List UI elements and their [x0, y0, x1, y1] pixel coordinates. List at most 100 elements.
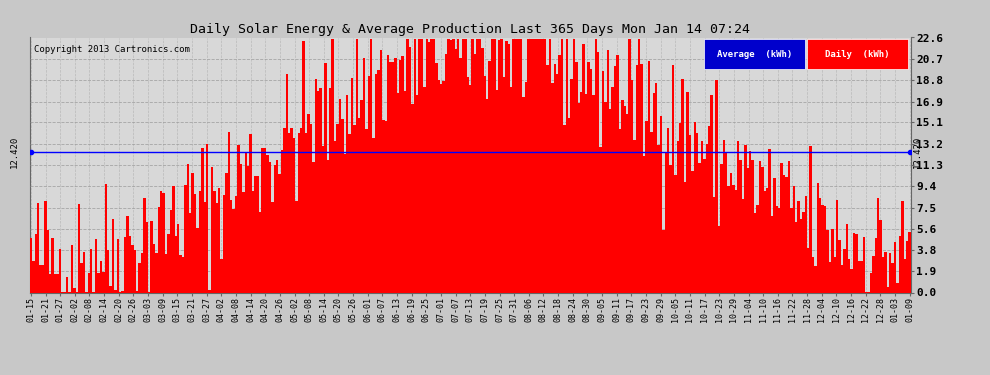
Bar	[619, 129, 621, 292]
Bar	[542, 39, 544, 292]
Bar	[631, 80, 634, 292]
Bar	[746, 168, 749, 292]
Bar	[909, 232, 911, 292]
Bar	[763, 191, 766, 292]
Bar	[191, 173, 194, 292]
Bar	[404, 91, 406, 292]
Bar	[268, 162, 271, 292]
Bar	[768, 149, 771, 292]
Bar	[839, 240, 841, 292]
Bar	[112, 219, 114, 292]
Bar	[300, 128, 303, 292]
Bar	[172, 186, 174, 292]
Bar	[194, 194, 196, 292]
Bar	[285, 74, 288, 292]
Bar	[848, 259, 850, 292]
Bar	[590, 69, 592, 292]
Bar	[701, 141, 703, 292]
Bar	[740, 160, 742, 292]
Bar	[53, 274, 56, 292]
Bar	[500, 39, 503, 292]
Bar	[582, 44, 585, 292]
Bar	[655, 83, 657, 292]
Bar	[812, 257, 814, 292]
Bar	[599, 147, 602, 292]
Bar	[327, 160, 329, 292]
Bar	[493, 39, 496, 292]
Bar	[320, 88, 322, 292]
Bar	[607, 50, 609, 292]
Bar	[251, 191, 254, 292]
Bar	[310, 124, 312, 292]
Bar	[872, 256, 874, 292]
Bar	[208, 290, 211, 292]
Bar	[421, 39, 423, 292]
Bar	[433, 39, 436, 292]
Bar	[488, 62, 491, 292]
Bar	[641, 64, 643, 292]
Bar	[795, 222, 797, 292]
Bar	[691, 171, 694, 292]
Bar	[508, 44, 510, 292]
Bar	[243, 192, 245, 292]
Bar	[124, 237, 127, 292]
Bar	[558, 55, 560, 292]
Bar	[609, 109, 612, 292]
Bar	[329, 88, 332, 292]
Bar	[201, 148, 204, 292]
Bar	[174, 236, 177, 292]
Bar	[807, 248, 810, 292]
Bar	[520, 39, 522, 292]
Bar	[735, 190, 737, 292]
Bar	[602, 70, 604, 292]
Bar	[102, 272, 105, 292]
Bar	[283, 128, 285, 292]
Bar	[532, 39, 535, 292]
Bar	[805, 196, 807, 292]
Bar	[230, 201, 233, 292]
Text: 12.420: 12.420	[913, 136, 922, 168]
Bar	[617, 55, 619, 292]
Bar	[449, 40, 452, 292]
Bar	[365, 129, 367, 292]
Bar	[136, 291, 139, 292]
Bar	[638, 39, 641, 292]
Bar	[186, 164, 189, 292]
Bar	[233, 209, 235, 292]
Bar	[100, 261, 102, 292]
Bar	[226, 173, 228, 292]
Bar	[32, 261, 35, 292]
Bar	[643, 156, 645, 292]
Bar	[889, 253, 891, 292]
Bar	[879, 220, 882, 292]
Bar	[725, 152, 728, 292]
Bar	[334, 141, 337, 292]
Bar	[223, 195, 226, 292]
Bar	[575, 62, 578, 292]
Bar	[694, 122, 696, 292]
Bar	[35, 234, 37, 292]
Bar	[360, 100, 362, 292]
Bar	[167, 234, 169, 292]
Bar	[904, 259, 906, 292]
Bar	[423, 87, 426, 292]
Bar	[438, 80, 441, 292]
Bar	[264, 148, 266, 292]
Bar	[281, 150, 283, 292]
Bar	[160, 190, 162, 292]
Bar	[568, 118, 570, 292]
Bar	[498, 40, 500, 292]
Bar	[518, 39, 520, 292]
Bar	[556, 74, 558, 292]
Bar	[544, 39, 546, 292]
Bar	[836, 200, 839, 292]
Bar	[882, 256, 884, 292]
Bar	[679, 123, 681, 292]
Bar	[652, 93, 655, 292]
Bar	[754, 213, 756, 292]
Bar	[469, 85, 471, 292]
Bar	[375, 74, 377, 292]
Bar	[681, 79, 684, 292]
Bar	[621, 100, 624, 292]
Bar	[348, 134, 350, 292]
